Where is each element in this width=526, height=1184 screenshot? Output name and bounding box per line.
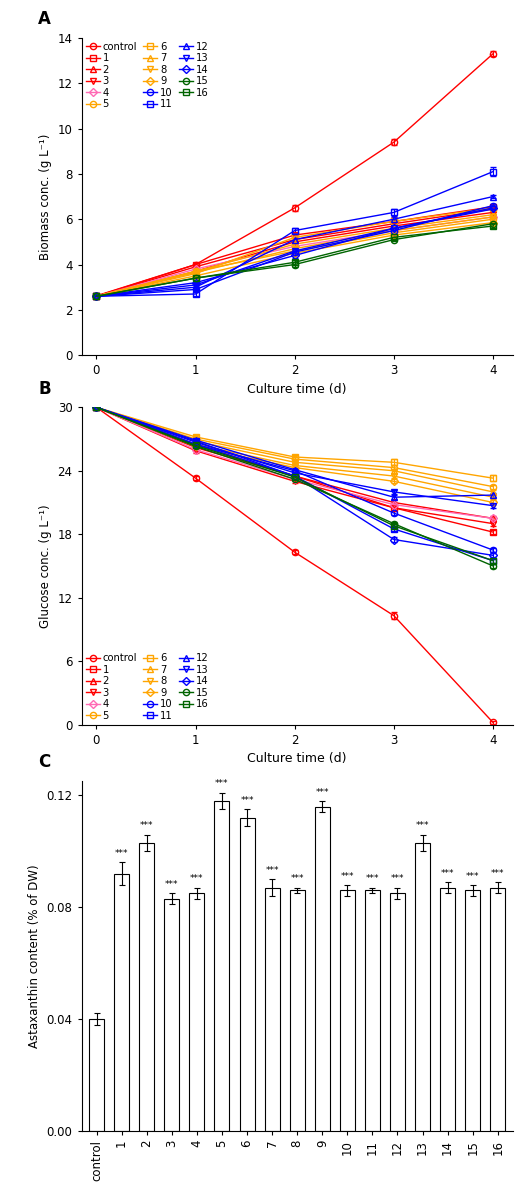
Bar (164, 899, 179, 1131)
Text: ***: *** (366, 875, 379, 883)
Bar (315, 806, 330, 1131)
Text: ***: *** (316, 787, 329, 797)
Text: ***: *** (416, 822, 429, 830)
Bar (415, 843, 430, 1131)
Bar (340, 890, 355, 1131)
Text: ***: *** (190, 875, 204, 883)
Text: A: A (38, 11, 51, 28)
Text: B: B (38, 380, 51, 398)
Bar (215, 802, 229, 1131)
Bar (440, 888, 455, 1131)
Text: ***: *** (491, 869, 504, 877)
Text: ***: *** (441, 869, 454, 877)
Bar (390, 893, 405, 1131)
Legend: control, 1, 2, 3, 4, 5, 6, 7, 8, 9, 10, 11, 12, 13, 14, 15, 16: control, 1, 2, 3, 4, 5, 6, 7, 8, 9, 10, … (85, 652, 209, 721)
Y-axis label: Glucose conc. (g L⁻¹): Glucose conc. (g L⁻¹) (39, 504, 52, 628)
Bar (89, 1019, 104, 1131)
Y-axis label: Astaxanthin content (% of DW): Astaxanthin content (% of DW) (28, 864, 41, 1048)
Legend: control, 1, 2, 3, 4, 5, 6, 7, 8, 9, 10, 11, 12, 13, 14, 15, 16: control, 1, 2, 3, 4, 5, 6, 7, 8, 9, 10, … (85, 41, 209, 110)
Text: ***: *** (290, 875, 304, 883)
Bar (365, 890, 380, 1131)
Bar (189, 893, 205, 1131)
Bar (114, 874, 129, 1131)
Bar (465, 890, 480, 1131)
Text: ***: *** (215, 779, 229, 789)
Bar (239, 818, 255, 1131)
Text: ***: *** (140, 822, 154, 830)
Text: ***: *** (265, 866, 279, 875)
X-axis label: Culture time (d): Culture time (d) (247, 382, 347, 395)
Text: ***: *** (466, 871, 480, 881)
Text: ***: *** (240, 796, 254, 805)
Text: ***: *** (115, 849, 128, 858)
Bar (265, 888, 280, 1131)
X-axis label: Culture time (d): Culture time (d) (247, 752, 347, 765)
Bar (139, 843, 154, 1131)
Text: ***: *** (341, 871, 354, 881)
Bar (290, 890, 305, 1131)
Bar (490, 888, 505, 1131)
Text: ***: *** (165, 880, 178, 889)
Text: C: C (38, 753, 50, 771)
Text: ***: *** (391, 875, 404, 883)
Y-axis label: Biomass conc. (g L⁻¹): Biomass conc. (g L⁻¹) (39, 134, 52, 259)
